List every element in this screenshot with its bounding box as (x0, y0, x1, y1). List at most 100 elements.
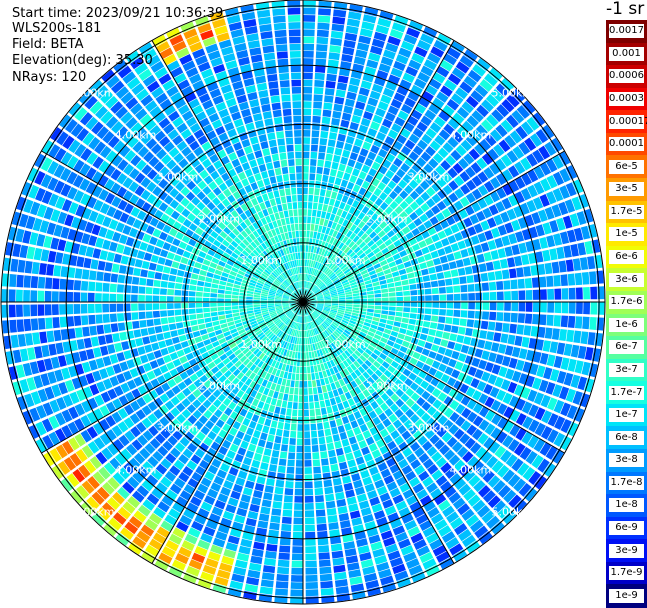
data-cell (103, 272, 111, 281)
data-cell (322, 385, 327, 392)
data-cell (451, 326, 459, 334)
data-cell (290, 173, 296, 180)
data-cell (532, 314, 539, 324)
data-cell (272, 501, 282, 509)
data-cell (255, 120, 264, 128)
data-cell (256, 196, 263, 204)
data-cell (132, 277, 139, 285)
data-cell (573, 258, 581, 271)
data-cell (336, 171, 343, 179)
data-cell (293, 402, 298, 409)
data-cell (578, 346, 587, 359)
data-cell (109, 294, 116, 302)
data-cell (400, 323, 407, 329)
data-cell (46, 264, 54, 276)
data-cell (352, 168, 360, 176)
data-cell (320, 131, 328, 138)
data-cell (286, 380, 291, 387)
data-cell (197, 281, 204, 287)
data-cell (569, 302, 576, 314)
data-cell (389, 307, 396, 311)
data-cell (287, 145, 294, 152)
data-cell (117, 304, 124, 312)
data-cell (442, 263, 450, 271)
data-cell (282, 102, 291, 109)
data-cell (295, 224, 299, 231)
data-cell (303, 116, 311, 123)
data-cell (395, 286, 402, 291)
data-cell (38, 318, 46, 330)
data-cell (296, 453, 303, 460)
data-cell (119, 332, 127, 341)
data-cell (285, 217, 290, 224)
data-cell (176, 248, 184, 256)
data-cell (260, 302, 267, 304)
data-cell (320, 400, 326, 407)
data-cell (275, 487, 284, 495)
data-cell (319, 371, 324, 378)
data-cell (433, 258, 441, 266)
data-cell (175, 283, 182, 289)
data-cell (323, 168, 330, 175)
data-cell (334, 200, 340, 208)
data-cell (430, 322, 437, 329)
data-cell (259, 24, 272, 32)
data-cell (20, 348, 29, 361)
data-cell (412, 352, 420, 360)
data-cell (335, 396, 341, 404)
data-cell (325, 399, 331, 406)
data-cell (131, 286, 138, 294)
data-cell (385, 324, 392, 330)
data-cell (420, 334, 428, 341)
data-cell (343, 446, 351, 454)
data-cell (424, 282, 431, 288)
data-cell (296, 374, 300, 381)
data-cell (397, 333, 405, 339)
data-cell (316, 44, 327, 51)
data-cell (247, 92, 257, 101)
data-cell (304, 431, 310, 438)
data-cell (203, 308, 210, 313)
data-cell (252, 549, 264, 557)
data-cell (288, 452, 295, 459)
data-cell (353, 450, 362, 459)
data-cell (318, 393, 323, 400)
data-cell (246, 302, 253, 305)
data-cell (577, 242, 586, 255)
data-cell (333, 9, 346, 17)
data-cell (154, 272, 162, 279)
data-cell (138, 303, 145, 310)
data-cell (306, 589, 319, 596)
data-cell (444, 271, 452, 278)
data-cell (96, 325, 104, 335)
data-cell (274, 23, 286, 31)
data-cell (355, 162, 363, 170)
data-cell (117, 294, 124, 302)
data-cell (59, 292, 66, 302)
data-cell (329, 198, 335, 206)
data-cell (424, 253, 432, 261)
data-cell (566, 259, 574, 271)
data-cell (440, 339, 448, 347)
data-cell (293, 525, 303, 532)
data-cell (323, 102, 332, 110)
data-cell (347, 182, 354, 190)
data-cell (313, 202, 318, 209)
data-cell (576, 287, 583, 299)
data-cell (299, 260, 301, 267)
data-cell (519, 348, 528, 359)
data-cell (296, 231, 299, 238)
data-cell (255, 76, 266, 84)
data-cell (496, 312, 503, 321)
data-cell (261, 38, 273, 46)
data-cell (276, 399, 282, 406)
data-cell (382, 306, 389, 310)
data-cell (277, 138, 285, 145)
data-cell (392, 326, 399, 332)
data-cell (512, 347, 521, 358)
data-cell (402, 341, 410, 348)
data-cell (303, 224, 306, 231)
data-cell (281, 196, 287, 203)
data-cell (292, 561, 303, 568)
data-cell (497, 248, 505, 258)
